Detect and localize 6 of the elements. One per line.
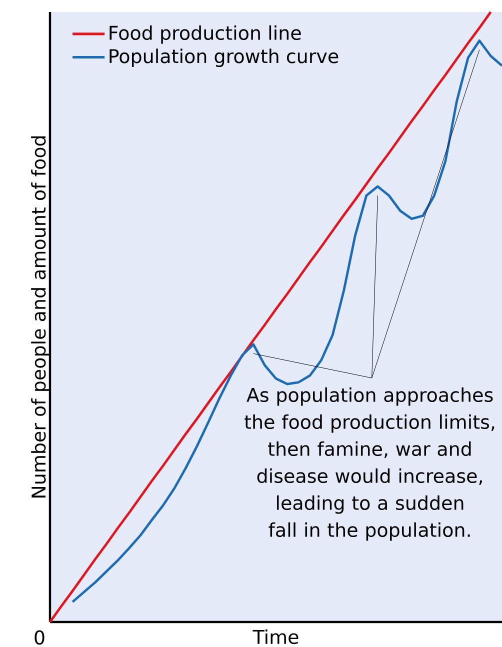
y-axis-title: Number of people and amount of food <box>31 136 50 498</box>
text: 0 <box>34 630 44 645</box>
legend-label: Food production line <box>110 25 301 44</box>
annotation: As population approaches the food production limits, then famine, war and disease would increase, leading to a sudden fall in the population. <box>244 387 494 541</box>
x-axis-title: Time <box>252 629 298 644</box>
legend-label: Population growth curve <box>110 48 338 67</box>
